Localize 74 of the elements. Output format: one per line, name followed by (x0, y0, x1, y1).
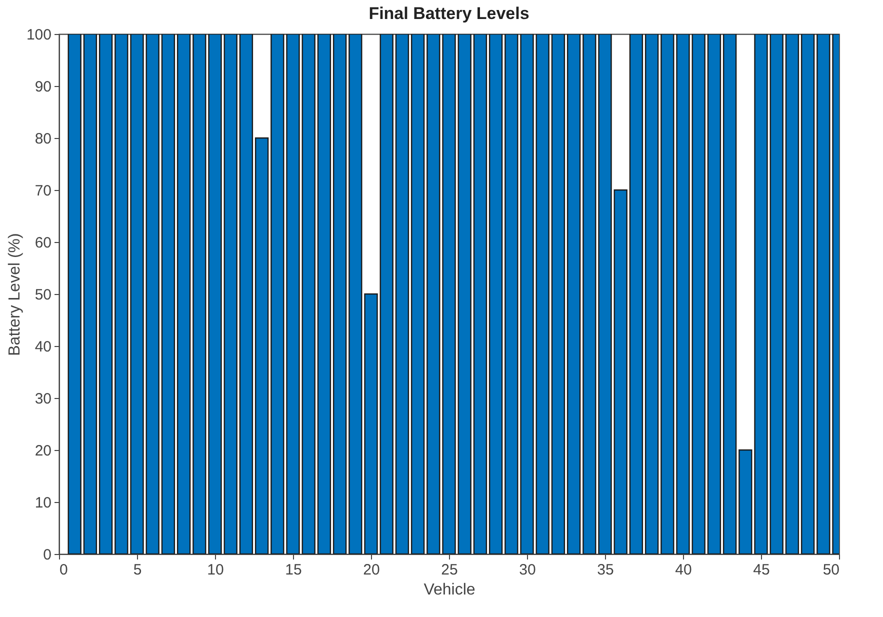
chart-title: Final Battery Levels (368, 4, 530, 23)
bar (520, 34, 534, 554)
bar (676, 34, 690, 554)
bar (114, 34, 128, 554)
bar (254, 137, 269, 554)
bar (395, 34, 410, 554)
bar (582, 34, 596, 554)
bar (442, 34, 456, 554)
y-tick-label: 50 (34, 286, 52, 304)
x-tick-label: 20 (363, 562, 380, 578)
bar (208, 34, 222, 554)
bar (644, 34, 659, 554)
y-tick-label: 60 (34, 234, 52, 252)
bar (660, 34, 674, 554)
bar (192, 34, 206, 554)
y-tick-label: 0 (43, 546, 52, 564)
bar (348, 34, 362, 554)
bar (504, 34, 518, 554)
y-tick-label: 80 (34, 130, 52, 148)
x-tick-label: 0 (60, 562, 68, 578)
bar (68, 34, 82, 554)
y-tick-label: 10 (34, 494, 52, 512)
y-tick-label: 40 (34, 338, 52, 356)
bar (722, 34, 737, 554)
x-tick-label: 10 (207, 562, 224, 578)
y-tick-label: 90 (34, 78, 52, 96)
bar (410, 34, 425, 554)
bar (426, 34, 440, 554)
bar (551, 34, 566, 554)
x-tick-label: 30 (519, 562, 536, 578)
bar (302, 34, 316, 554)
x-tick-label: 5 (133, 562, 142, 578)
y-tick-label: 20 (34, 442, 52, 460)
bar (754, 34, 768, 554)
bar (317, 34, 332, 554)
bar (566, 34, 581, 554)
bar (161, 34, 176, 554)
x-tick-label: 25 (441, 562, 458, 578)
bar (224, 34, 238, 554)
bar (707, 34, 722, 554)
bar (473, 34, 488, 554)
bar (536, 34, 550, 554)
bar (770, 34, 784, 554)
bar (785, 34, 800, 554)
x-tick-label: 40 (675, 562, 692, 578)
bar (176, 34, 191, 554)
bar (614, 189, 628, 554)
x-tick-label: 50 (822, 562, 840, 578)
bar (83, 34, 98, 554)
bar (270, 34, 284, 554)
bar (816, 34, 830, 554)
y-tick-label: 70 (34, 182, 52, 200)
x-tick-label: 15 (285, 562, 302, 578)
bar (332, 34, 347, 554)
bar (598, 34, 612, 554)
x-tick-label: 35 (597, 562, 614, 578)
bar (629, 34, 644, 554)
bar (738, 449, 752, 554)
bar (692, 34, 706, 554)
bar (458, 34, 472, 554)
y-axis-title: Battery Level (%) (6, 233, 24, 356)
bar (130, 34, 144, 554)
bar (488, 34, 503, 554)
bar (364, 293, 378, 554)
bar (286, 34, 300, 554)
bar (800, 34, 815, 554)
bar (146, 34, 160, 554)
bar (380, 34, 394, 554)
y-tick-label: 100 (26, 26, 52, 44)
bar (98, 34, 113, 554)
x-tick-label: 45 (753, 562, 770, 578)
y-tick-label: 30 (34, 390, 52, 408)
bar (239, 34, 254, 554)
x-axis-title: Vehicle (424, 582, 476, 598)
